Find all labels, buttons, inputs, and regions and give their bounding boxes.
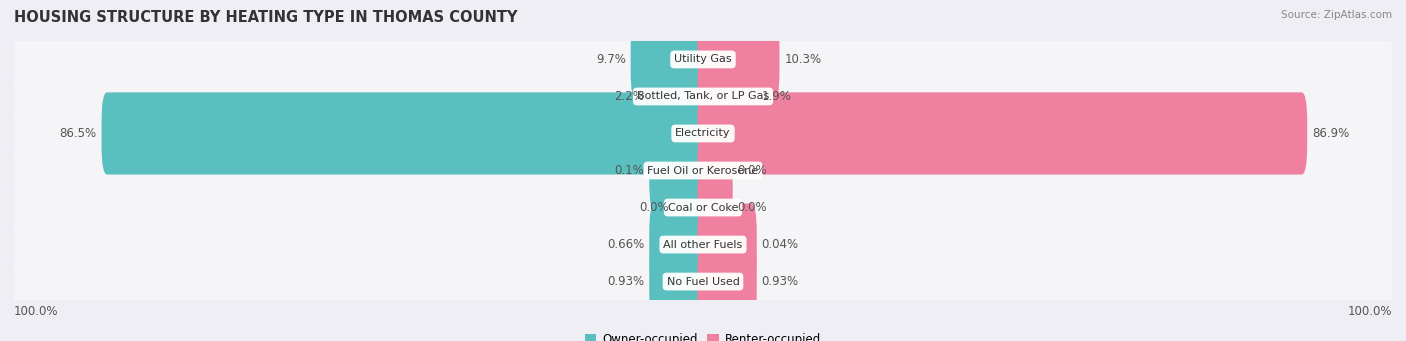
Text: 2.2%: 2.2% bbox=[614, 90, 644, 103]
FancyBboxPatch shape bbox=[697, 166, 733, 249]
Text: 0.0%: 0.0% bbox=[638, 201, 669, 214]
FancyBboxPatch shape bbox=[14, 139, 1392, 202]
FancyBboxPatch shape bbox=[14, 213, 1392, 276]
FancyBboxPatch shape bbox=[13, 175, 1393, 240]
Text: 100.0%: 100.0% bbox=[1347, 305, 1392, 317]
FancyBboxPatch shape bbox=[14, 102, 1392, 165]
Text: 0.93%: 0.93% bbox=[762, 275, 799, 288]
Text: No Fuel Used: No Fuel Used bbox=[666, 277, 740, 286]
Text: HOUSING STRUCTURE BY HEATING TYPE IN THOMAS COUNTY: HOUSING STRUCTURE BY HEATING TYPE IN THO… bbox=[14, 10, 517, 25]
FancyBboxPatch shape bbox=[650, 204, 709, 286]
Text: 100.0%: 100.0% bbox=[14, 305, 59, 317]
FancyBboxPatch shape bbox=[673, 166, 709, 249]
FancyBboxPatch shape bbox=[697, 92, 1308, 175]
FancyBboxPatch shape bbox=[13, 27, 1393, 92]
FancyBboxPatch shape bbox=[697, 18, 779, 101]
FancyBboxPatch shape bbox=[13, 249, 1393, 314]
Text: 9.7%: 9.7% bbox=[596, 53, 626, 66]
Text: 1.9%: 1.9% bbox=[762, 90, 792, 103]
Text: 0.1%: 0.1% bbox=[614, 164, 644, 177]
Text: Fuel Oil or Kerosene: Fuel Oil or Kerosene bbox=[647, 165, 759, 176]
FancyBboxPatch shape bbox=[101, 92, 709, 175]
Text: 0.66%: 0.66% bbox=[607, 238, 644, 251]
Legend: Owner-occupied, Renter-occupied: Owner-occupied, Renter-occupied bbox=[579, 329, 827, 341]
Text: 10.3%: 10.3% bbox=[785, 53, 821, 66]
FancyBboxPatch shape bbox=[14, 250, 1392, 313]
Text: 0.0%: 0.0% bbox=[738, 201, 768, 214]
Text: Coal or Coke: Coal or Coke bbox=[668, 203, 738, 212]
FancyBboxPatch shape bbox=[650, 240, 709, 323]
FancyBboxPatch shape bbox=[14, 65, 1392, 128]
FancyBboxPatch shape bbox=[13, 64, 1393, 129]
FancyBboxPatch shape bbox=[13, 212, 1393, 277]
Text: Bottled, Tank, or LP Gas: Bottled, Tank, or LP Gas bbox=[637, 91, 769, 102]
FancyBboxPatch shape bbox=[697, 240, 756, 323]
Text: Electricity: Electricity bbox=[675, 129, 731, 138]
FancyBboxPatch shape bbox=[697, 55, 756, 137]
Text: Source: ZipAtlas.com: Source: ZipAtlas.com bbox=[1281, 10, 1392, 20]
Text: 0.0%: 0.0% bbox=[738, 164, 768, 177]
Text: All other Fuels: All other Fuels bbox=[664, 239, 742, 250]
Text: 0.04%: 0.04% bbox=[762, 238, 799, 251]
FancyBboxPatch shape bbox=[13, 138, 1393, 203]
FancyBboxPatch shape bbox=[14, 176, 1392, 239]
Text: Utility Gas: Utility Gas bbox=[675, 55, 731, 64]
FancyBboxPatch shape bbox=[14, 28, 1392, 91]
FancyBboxPatch shape bbox=[650, 55, 709, 137]
Text: 0.93%: 0.93% bbox=[607, 275, 644, 288]
FancyBboxPatch shape bbox=[13, 101, 1393, 166]
Text: 86.5%: 86.5% bbox=[59, 127, 97, 140]
FancyBboxPatch shape bbox=[697, 204, 756, 286]
Text: 86.9%: 86.9% bbox=[1312, 127, 1350, 140]
FancyBboxPatch shape bbox=[631, 18, 709, 101]
FancyBboxPatch shape bbox=[650, 129, 709, 212]
FancyBboxPatch shape bbox=[697, 129, 733, 212]
